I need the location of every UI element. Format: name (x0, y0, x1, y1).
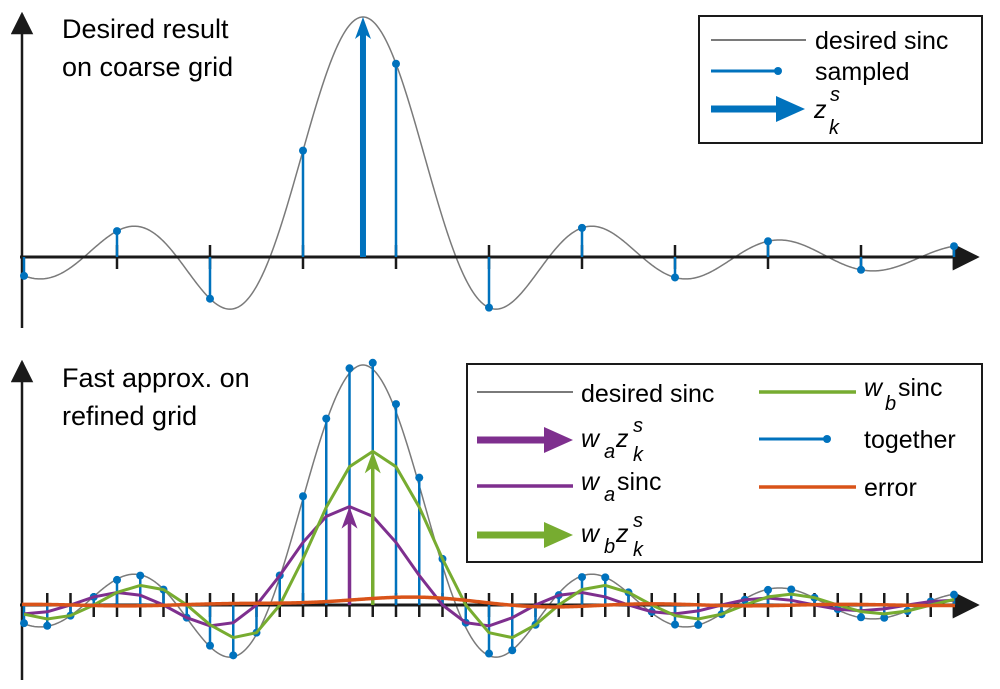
together-marker (485, 649, 493, 658)
sample-marker (485, 303, 493, 312)
legend-error-label: error (864, 474, 917, 502)
together-marker (857, 613, 865, 622)
together-marker (136, 571, 145, 580)
legend-sampled-label: sampled (815, 58, 910, 86)
sample-marker (671, 273, 679, 282)
legend-wb-sinc-w: w (864, 374, 884, 402)
together-marker (787, 585, 796, 594)
sample-marker (392, 59, 400, 68)
top-title-line1: Desired result (62, 14, 229, 44)
together-marker (950, 590, 958, 599)
sample-marker (299, 146, 307, 155)
sample-marker (113, 227, 121, 236)
z-arrow-head (354, 17, 371, 39)
legend-wb-sinc-text: sinc (898, 374, 942, 402)
together-marker (322, 414, 331, 423)
top-legend: desired sinc sampled z s k (698, 15, 983, 144)
legend-wb-z-sub-k: k (633, 539, 644, 561)
sample-marker (206, 294, 214, 303)
error-curve (22, 595, 956, 609)
sample-marker (764, 237, 772, 246)
together-marker (299, 492, 307, 501)
together-marker (392, 400, 400, 409)
legend-wa-z-sup: s (633, 415, 643, 437)
together-marker (229, 651, 238, 660)
legend-wb-z-z: z (615, 520, 629, 548)
legend-desired-sinc-label: desired sinc (815, 27, 948, 55)
legend-wb-sinc-sub: b (885, 393, 896, 415)
legend-wb-z-sub-b: b (604, 536, 615, 558)
legend-wa-z-w: w (581, 425, 601, 453)
legend-wa-z-z: z (615, 425, 629, 453)
legend-wa-sinc-w: w (581, 468, 601, 496)
legend-desired-sinc-label: desired sinc (581, 380, 714, 408)
legend-z-label: z (813, 96, 827, 124)
legend-sampled-marker (774, 67, 782, 75)
bottom-legend: desired sinc w a z s k w a sinc w b z s … (466, 363, 983, 563)
sample-marker (857, 265, 865, 274)
together-marker (508, 646, 517, 655)
legend-wa-sinc-text: sinc (617, 468, 661, 496)
legend-together-marker (823, 435, 831, 443)
together-marker (368, 358, 377, 367)
together-marker (20, 619, 28, 628)
legend-wa-z-sub-k: k (633, 444, 644, 466)
together-marker (206, 641, 214, 650)
legend-wb-z-sup: s (633, 510, 643, 532)
legend-wa-sinc-sub: a (604, 484, 615, 506)
legend-wb-z-arrow-icon (544, 522, 573, 548)
bottom-title-line2: refined grid (62, 401, 197, 431)
wa-z-arrow-head (341, 506, 358, 529)
together-marker (113, 575, 121, 584)
sample-marker (578, 223, 586, 232)
legend-z-sup: s (830, 84, 840, 106)
legend-z-arrow-icon (776, 96, 805, 122)
together-marker (671, 620, 679, 629)
wb-z-arrow-head (364, 451, 381, 474)
wa-sinc-line (23, 504, 955, 628)
bottom-panel: Fast approx. on refined grid desired sin… (10, 358, 983, 680)
wb-sinc-line (23, 449, 955, 640)
top-panel: Desired result on coarse grid desired si… (10, 11, 983, 328)
together-marker (764, 585, 772, 594)
together-marker (345, 364, 354, 373)
top-title-line2: on coarse grid (62, 52, 233, 82)
sample-marker (950, 242, 958, 251)
legend-wa-z-arrow-icon (544, 427, 573, 453)
together-marker (415, 473, 424, 482)
legend-wb-z-w: w (581, 520, 601, 548)
bottom-title-line1: Fast approx. on (62, 363, 250, 393)
together-marker (880, 613, 889, 622)
together-marker (43, 621, 52, 630)
together-marker (578, 573, 586, 582)
legend-z-sub: k (829, 117, 840, 139)
legend-together-label: together (864, 426, 956, 454)
sample-marker (20, 271, 28, 280)
legend-wa-z-sub-a: a (604, 441, 615, 463)
together-marker (694, 620, 703, 629)
together-marker (601, 573, 610, 582)
